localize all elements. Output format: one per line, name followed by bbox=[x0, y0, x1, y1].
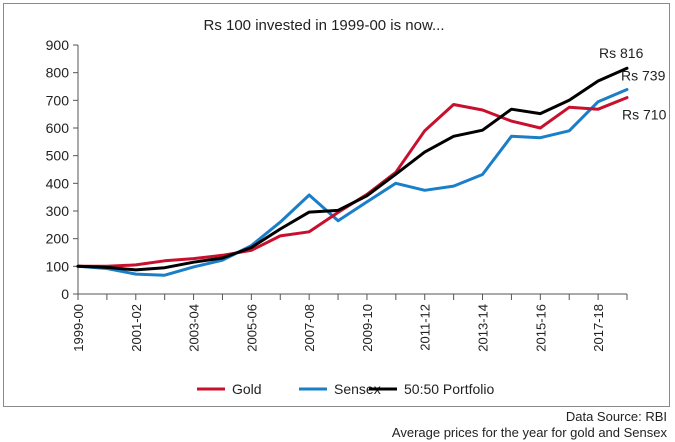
series-line-gold bbox=[76, 96, 629, 268]
series-line-sensex bbox=[76, 88, 629, 277]
chart-title: Rs 100 invested in 1999-00 is now... bbox=[204, 17, 445, 34]
y-tick-label: 300 bbox=[46, 203, 70, 219]
x-tick-label: 2005-06 bbox=[244, 304, 259, 352]
series-lines bbox=[76, 66, 629, 277]
end-label: Rs 710 bbox=[622, 107, 667, 123]
y-tick-label: 700 bbox=[46, 92, 70, 108]
legend-label: 50:50 Portfolio bbox=[404, 381, 494, 397]
y-tick-label: 600 bbox=[46, 120, 70, 136]
y-tick-label: 100 bbox=[46, 258, 70, 274]
y-tick-label: 200 bbox=[46, 231, 70, 247]
x-tick-label: 2011-12 bbox=[418, 304, 433, 351]
end-label: Rs 739 bbox=[621, 68, 666, 84]
legend: Gold Sensex 50:50 Portfolio bbox=[197, 381, 494, 397]
y-tick-label: 800 bbox=[46, 65, 70, 81]
x-tick-label: 2015-16 bbox=[533, 304, 548, 352]
data-source-note: Data Source: RBI bbox=[565, 409, 667, 424]
averages-note: Average prices for the year for gold and… bbox=[391, 425, 667, 440]
x-axis: 1999-00 2001-02 2003-04 2005-06 2007-08 2009-… bbox=[71, 293, 628, 352]
chart-frame: Rs 100 invested in 1999-00 is now... 0 10… bbox=[3, 3, 670, 407]
y-tick-label: 500 bbox=[46, 148, 70, 164]
y-tick-label: 0 bbox=[61, 286, 69, 302]
x-tick-label: 2009-10 bbox=[360, 304, 375, 352]
y-tick-label: 900 bbox=[46, 37, 70, 53]
x-tick-label: 2017-18 bbox=[591, 304, 606, 352]
y-tick-label: 400 bbox=[46, 175, 70, 191]
legend-label: Gold bbox=[232, 381, 262, 397]
x-tick-label: 2007-08 bbox=[302, 304, 317, 352]
line-chart: Rs 100 invested in 1999-00 is now... 0 10… bbox=[46, 17, 667, 397]
y-axis: 0 100 200 300 400 500 600 700 800 900 bbox=[46, 37, 79, 302]
end-label: Rs 816 bbox=[599, 45, 644, 61]
x-tick-label: 2013-14 bbox=[476, 304, 491, 352]
end-labels: Rs 816 Rs 739 Rs 710 bbox=[599, 45, 667, 122]
series-line-50-50-portfolio bbox=[76, 66, 629, 272]
x-tick-label: 2003-04 bbox=[187, 304, 202, 352]
legend-label: Sensex bbox=[334, 381, 381, 397]
x-tick-label: 2001-02 bbox=[129, 304, 144, 352]
x-tick-label: 1999-00 bbox=[71, 304, 86, 352]
